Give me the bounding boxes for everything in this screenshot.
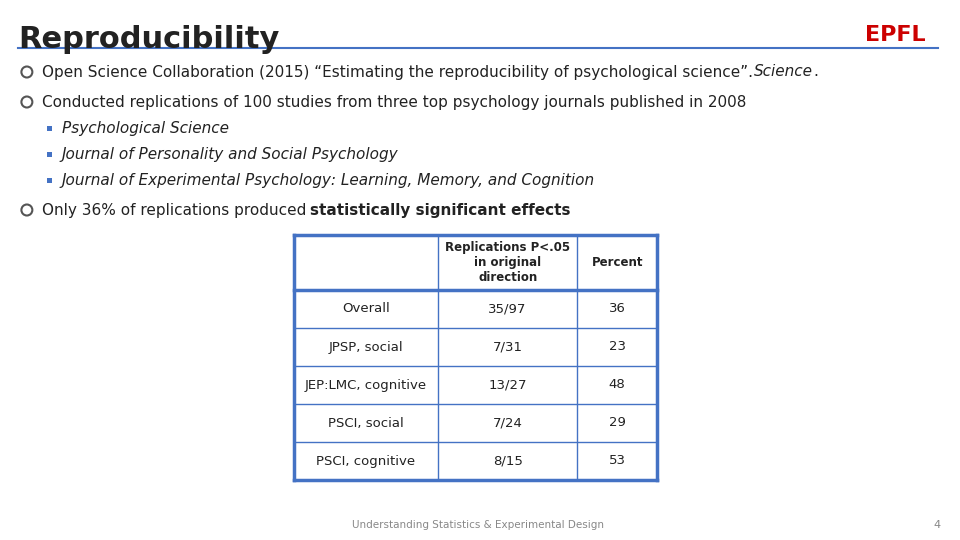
- Text: JEP:LMC, cognitive: JEP:LMC, cognitive: [304, 379, 427, 392]
- Text: 35/97: 35/97: [489, 302, 527, 315]
- Bar: [47, 125, 52, 131]
- Bar: [47, 152, 52, 157]
- Text: .: .: [813, 64, 818, 79]
- Text: Psychological Science: Psychological Science: [61, 120, 228, 136]
- Text: Journal of Personality and Social Psychology: Journal of Personality and Social Psycho…: [61, 146, 398, 161]
- Text: Overall: Overall: [342, 302, 390, 315]
- Text: Conducted replications of 100 studies from three top psychology journals publish: Conducted replications of 100 studies fr…: [42, 94, 746, 110]
- Text: 13/27: 13/27: [489, 379, 527, 392]
- Text: 7/24: 7/24: [492, 416, 522, 429]
- Text: statistically significant effects: statistically significant effects: [310, 202, 570, 218]
- Text: Journal of Experimental Psychology: Learning, Memory, and Cognition: Journal of Experimental Psychology: Lear…: [61, 172, 595, 187]
- Text: 29: 29: [609, 416, 626, 429]
- Bar: [47, 178, 52, 183]
- Text: Percent: Percent: [591, 256, 643, 269]
- Text: 8/15: 8/15: [492, 455, 522, 468]
- Text: 23: 23: [609, 341, 626, 354]
- Text: Replications P<.05
in original
direction: Replications P<.05 in original direction: [445, 241, 570, 284]
- Text: Understanding Statistics & Experimental Design: Understanding Statistics & Experimental …: [351, 520, 604, 530]
- Text: Science: Science: [755, 64, 813, 79]
- Text: 7/31: 7/31: [492, 341, 522, 354]
- Bar: [294, 235, 657, 480]
- Text: EPFL: EPFL: [865, 25, 925, 45]
- Text: Only 36% of replications produced: Only 36% of replications produced: [42, 202, 311, 218]
- Text: PSCI, cognitive: PSCI, cognitive: [316, 455, 416, 468]
- Text: 36: 36: [609, 302, 626, 315]
- Text: 48: 48: [609, 379, 626, 392]
- Text: 4: 4: [933, 520, 941, 530]
- Text: PSCI, social: PSCI, social: [328, 416, 404, 429]
- Text: 53: 53: [609, 455, 626, 468]
- Text: Open Science Collaboration (2015) “Estimating the reproducibility of psychologic: Open Science Collaboration (2015) “Estim…: [42, 64, 757, 79]
- Text: JPSP, social: JPSP, social: [328, 341, 403, 354]
- Text: Reproducibility: Reproducibility: [18, 25, 279, 54]
